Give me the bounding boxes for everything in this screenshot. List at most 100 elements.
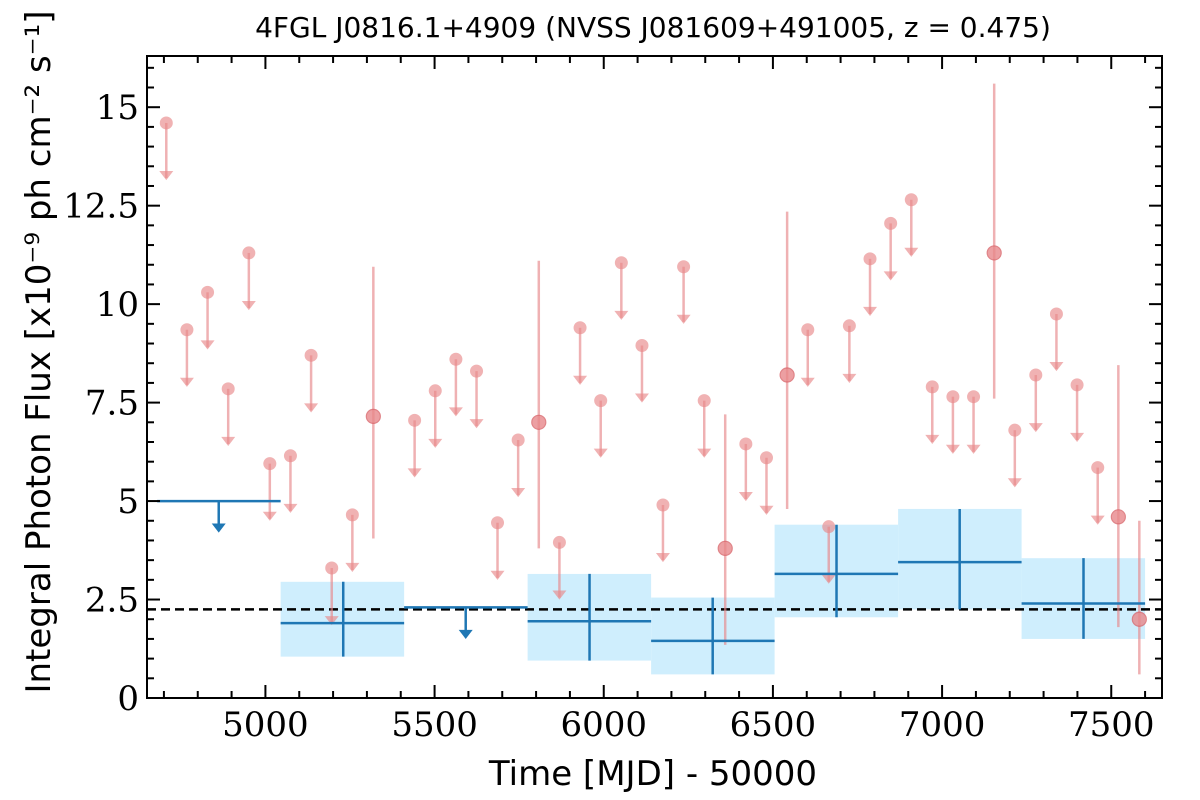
short-ul-point [759, 451, 773, 465]
plot-area [147, 83, 1162, 675]
short-ul-arrow [966, 444, 981, 454]
y-tick-label: 10 [96, 285, 139, 325]
short-ul-arrow [159, 170, 174, 181]
short-det-point [365, 408, 381, 424]
short-ul-point [1008, 423, 1022, 437]
short-ul-point [325, 561, 339, 575]
short-ul-point [263, 457, 277, 471]
short-det-point [779, 367, 795, 383]
short-ul-arrow [428, 438, 443, 448]
short-ul-point [677, 260, 691, 274]
short-ul-arrow [800, 377, 815, 387]
short-ul-arrow [179, 377, 194, 387]
short-ul-point [242, 246, 256, 260]
short-ul-point [573, 321, 587, 335]
y-tick-label: 2.5 [85, 581, 139, 621]
short-ul-point [221, 382, 235, 396]
short-ul-point [635, 338, 649, 352]
short-ul-point [470, 364, 484, 378]
short-ul-point [201, 285, 215, 299]
short-det-point [1110, 509, 1126, 525]
short-ul-arrow [925, 434, 940, 444]
short-ul-point [552, 535, 566, 549]
short-ul-arrow [759, 505, 774, 515]
short-ul-arrow [511, 488, 526, 498]
y-tick-label: 5 [117, 482, 139, 522]
short-ul-point [180, 323, 194, 337]
short-ul-arrow [283, 503, 298, 513]
short-ul-arrow [945, 444, 960, 454]
short-ul-arrow [469, 419, 484, 429]
short-ul-point [1091, 461, 1105, 475]
y-tick-label: 12.5 [63, 187, 139, 227]
short-ul-point [408, 413, 422, 427]
short-ul-arrow [552, 590, 567, 600]
short-ul-arrow [200, 340, 215, 350]
short-ul-arrow [842, 373, 857, 383]
short-ul-arrow [614, 310, 629, 320]
y-axis-title: Integral Photon Flux [x10⁻⁹ ph cm⁻² s⁻¹] [19, 10, 59, 693]
short-ul-arrow [697, 448, 712, 458]
short-ul-point [594, 394, 608, 408]
x-tick-label: 7000 [899, 705, 986, 745]
short-ul-point [801, 323, 815, 337]
short-ul-arrow [1070, 432, 1085, 443]
short-ul-point [1070, 378, 1084, 392]
short-ul-arrow [634, 393, 649, 403]
short-det-point [531, 414, 547, 430]
short-ul-arrow [676, 314, 691, 324]
short-ul-arrow [655, 553, 670, 563]
short-ul-point [822, 520, 836, 534]
x-tick-label: 5500 [391, 705, 478, 745]
short-ul-arrow [593, 448, 608, 458]
short-ul-point [428, 384, 442, 398]
plot-frame [146, 55, 1163, 699]
short-ul-arrow [1049, 362, 1064, 372]
short-ul-arrow [1090, 515, 1105, 525]
short-ul-point [304, 348, 318, 362]
short-ul-point [863, 252, 877, 266]
short-ul-point [967, 390, 981, 404]
short-ul-arrow [324, 616, 339, 626]
short-ul-arrow [241, 300, 256, 311]
short-ul-point [904, 193, 918, 207]
long-ul-arrow [211, 523, 226, 533]
short-ul-arrow [1007, 478, 1022, 488]
short-ul-point [656, 498, 670, 512]
short-ul-point [283, 449, 297, 463]
short-ul-point [511, 433, 525, 447]
short-det-point [717, 540, 733, 556]
short-ul-arrow [448, 407, 463, 417]
short-det-point [1131, 611, 1147, 627]
short-ul-point [491, 516, 505, 530]
short-ul-point [946, 390, 960, 404]
x-tick-label: 6500 [730, 705, 817, 745]
plot-title: 4FGL J0816.1+4909 (NVSS J081609+491005, … [255, 11, 1051, 44]
y-tick-label: 15 [96, 88, 139, 128]
short-ul-point [1049, 307, 1063, 321]
long-ul-arrow [458, 629, 473, 639]
short-ul-point [449, 352, 463, 366]
y-tick-label: 0 [117, 679, 139, 719]
short-ul-point [1029, 368, 1043, 382]
short-ul-point [925, 380, 939, 394]
short-ul-arrow [821, 574, 836, 584]
short-ul-point [884, 216, 898, 230]
short-ul-point [739, 437, 753, 451]
x-tick-label: 6000 [560, 705, 647, 745]
short-ul-arrow [262, 511, 277, 521]
short-ul-arrow [221, 436, 236, 446]
short-ul-arrow [883, 271, 898, 281]
short-ul-arrow [1028, 423, 1043, 433]
short-ul-arrow [407, 468, 422, 478]
short-ul-arrow [490, 570, 505, 580]
short-ul-point [345, 508, 359, 522]
short-ul-arrow [863, 306, 878, 316]
short-ul-point [842, 319, 856, 333]
short-ul-point [159, 116, 173, 130]
x-tick-label: 5000 [222, 705, 309, 745]
short-ul-point [614, 256, 628, 270]
short-ul-arrow [738, 491, 753, 502]
short-ul-arrow [904, 247, 919, 257]
